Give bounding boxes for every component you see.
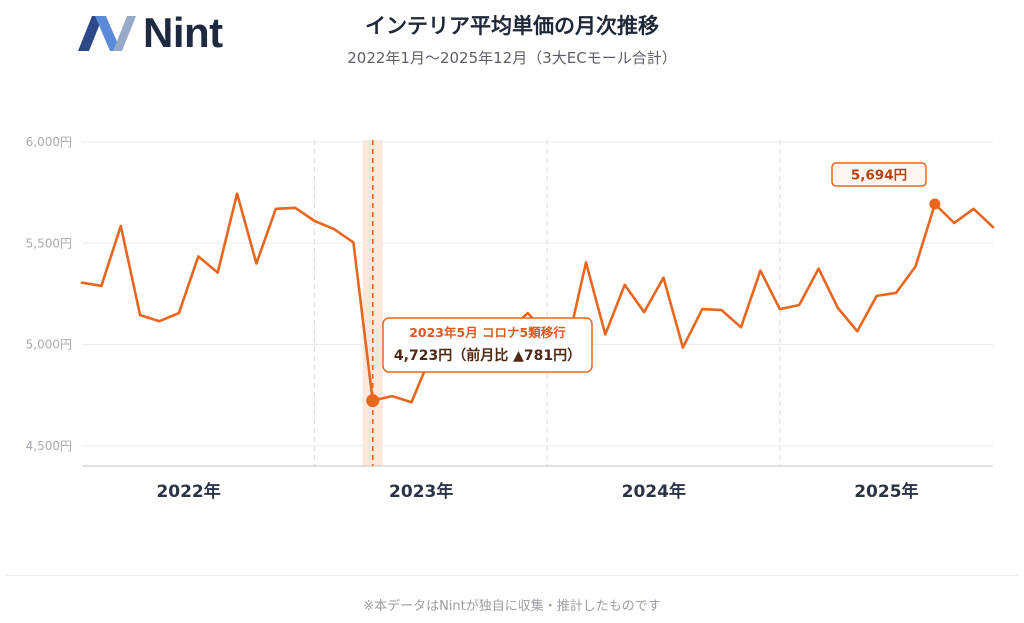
data-point — [681, 346, 685, 349]
data-point — [623, 283, 626, 286]
peak-point — [929, 198, 941, 210]
footer-note: ※本データはNintが独自に収集・推計したものです — [363, 599, 661, 614]
x-tick-label: 2025年 — [854, 481, 918, 502]
data-point — [138, 313, 142, 317]
data-point — [119, 224, 122, 228]
data-point — [778, 307, 781, 311]
data-point — [332, 227, 336, 231]
data-point — [894, 291, 898, 295]
y-tick-label: 5,500円 — [26, 236, 72, 250]
logo-text: Nint — [143, 9, 223, 56]
x-tick-label: 2022年 — [156, 481, 220, 502]
y-tick-label: 6,000円 — [26, 135, 72, 149]
nint-logo: Nint — [78, 9, 223, 56]
data-point — [642, 310, 646, 314]
data-point — [352, 241, 355, 244]
data-point — [313, 219, 316, 223]
logo-mark-right-bar — [113, 15, 136, 51]
data-point — [720, 308, 723, 312]
data-point — [158, 320, 161, 323]
x-axis-year-labels: 2022年 2023年 2024年 2025年 — [156, 481, 918, 502]
data-point — [526, 311, 530, 315]
covid-annotation-box — [382, 317, 593, 373]
peak-annotation: 5,694円 — [831, 162, 927, 187]
data-point — [584, 261, 588, 264]
data-point — [294, 206, 297, 210]
data-point — [177, 311, 181, 315]
line-chart: 4,500円 5,000円 5,500円 6,000円 2022年 2023年 2024年… — [26, 135, 995, 502]
data-point — [410, 401, 413, 404]
data-point — [836, 306, 840, 310]
y-tick-label: 5,000円 — [26, 338, 72, 352]
chart-subtitle: 2022年1月～2025年12月（3大ECモール合計） — [347, 49, 677, 67]
nint-logo-mark-icon — [78, 15, 136, 51]
chart-title: インテリア平均単価の月次推移 — [365, 14, 659, 38]
x-tick-label: 2024年 — [622, 481, 686, 502]
data-point — [100, 284, 103, 287]
data-point — [914, 265, 917, 268]
data-point — [991, 225, 995, 229]
data-point — [604, 333, 607, 336]
data-point — [953, 221, 956, 225]
year-divider-lines — [314, 140, 781, 466]
data-point — [80, 281, 84, 284]
data-point — [274, 207, 278, 211]
data-point — [797, 303, 801, 307]
annotated-points — [366, 198, 941, 408]
covid-annotation-title: 2023年5月 コロナ5類移行 — [409, 325, 566, 340]
data-point — [390, 394, 394, 398]
data-point — [235, 192, 239, 195]
covid-event-point — [366, 394, 380, 408]
data-point — [875, 294, 878, 298]
logo-mark-diagonal-bar — [95, 15, 121, 51]
x-tick-label: 2023年 — [389, 481, 453, 502]
data-point — [216, 271, 219, 274]
data-point — [739, 326, 743, 329]
data-point — [255, 262, 258, 265]
logo-mark-left-bar — [78, 15, 103, 51]
data-point — [817, 267, 820, 270]
data-point — [197, 255, 200, 258]
data-point — [701, 307, 704, 311]
y-tick-label: 4,500円 — [26, 439, 72, 453]
horizontal-gridlines — [82, 141, 993, 447]
data-point — [972, 207, 975, 211]
data-point — [759, 269, 762, 272]
data-point — [856, 330, 859, 333]
footer-divider — [6, 575, 1018, 576]
covid-annotation-value: 4,723円（前月比 ▲781円） — [394, 347, 581, 364]
y-axis-tick-labels: 4,500円 5,000円 5,500円 6,000円 — [26, 135, 72, 453]
peak-annotation-value: 5,694円 — [851, 168, 907, 184]
covid-annotation: 2023年5月 コロナ5類移行 4,723円（前月比 ▲781円） — [382, 317, 593, 373]
peak-annotation-box — [831, 162, 927, 187]
data-point — [662, 276, 665, 279]
